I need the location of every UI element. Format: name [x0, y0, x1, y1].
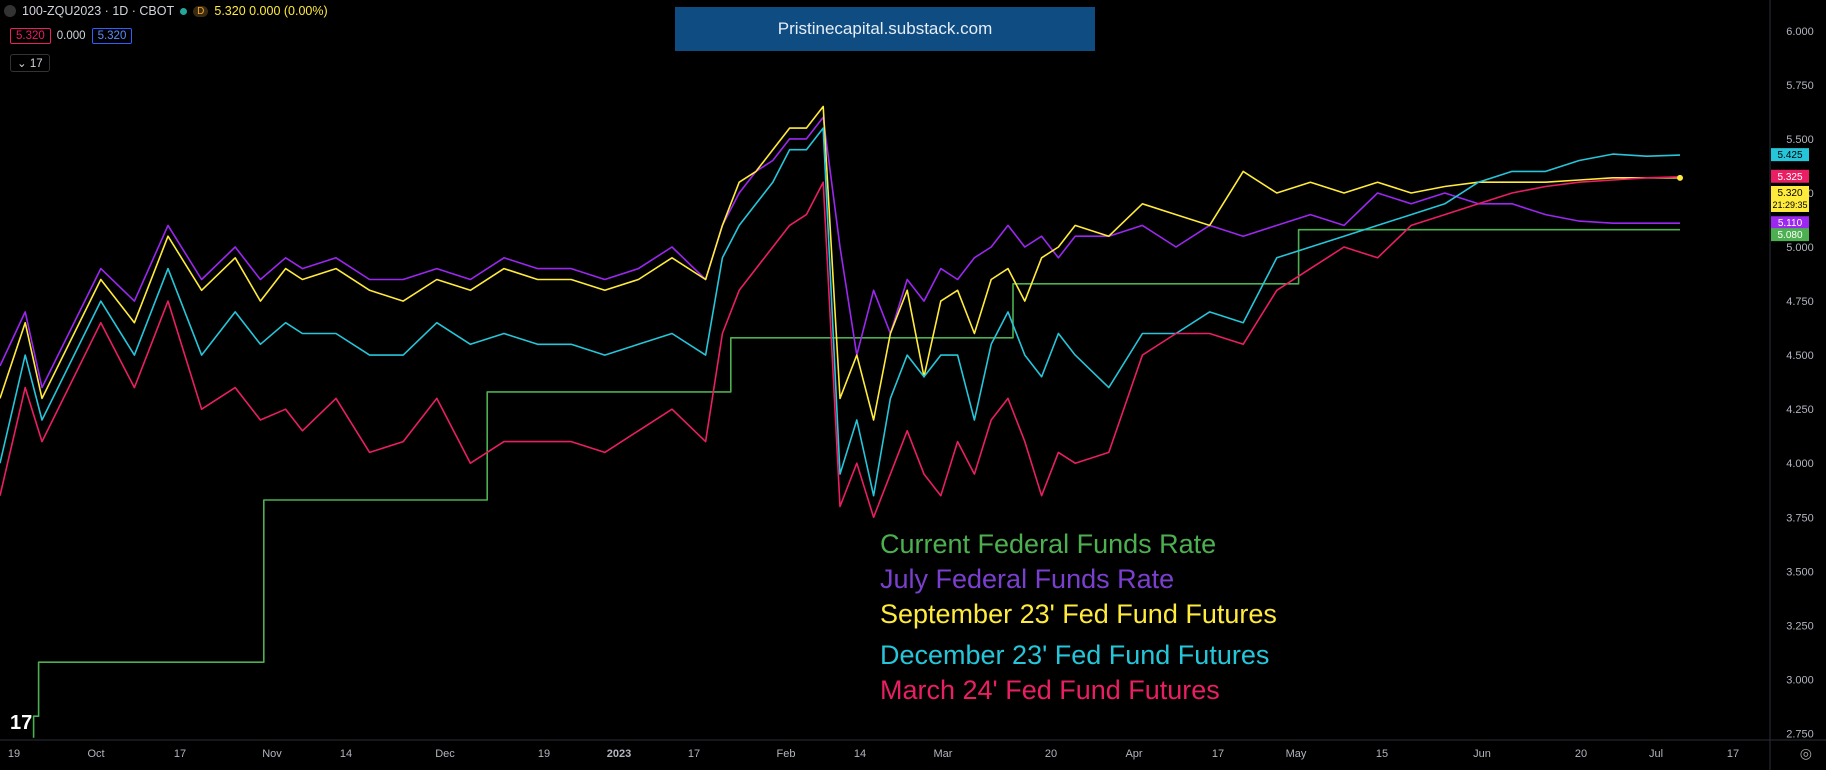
- x-tick-label: 20: [1575, 748, 1587, 760]
- symbol-logo-icon: [4, 5, 16, 17]
- settings-gear-icon[interactable]: ◎: [1799, 745, 1812, 761]
- x-tick-label: 14: [340, 748, 352, 760]
- y-tick-label: 4.000: [1786, 458, 1814, 470]
- x-tick-label: Nov: [262, 748, 282, 760]
- y-tick-label: 6.000: [1786, 26, 1814, 38]
- x-tick-label: Oct: [87, 748, 104, 760]
- x-tick-label: Mar: [934, 748, 953, 760]
- x-tick-label: Jun: [1473, 748, 1491, 760]
- x-tick-label: Feb: [777, 748, 796, 760]
- x-tick-label: 17: [1212, 748, 1224, 760]
- price-tag-label: 5.325: [1777, 172, 1802, 183]
- price-tag-label: 5.080: [1777, 230, 1802, 241]
- y-tick-label: 4.250: [1786, 404, 1814, 416]
- x-tick-label: Apr: [1125, 748, 1142, 760]
- price-tag: [1771, 169, 1809, 183]
- x-tick-label: 19: [538, 748, 550, 760]
- x-tick-label: 15: [1376, 748, 1388, 760]
- y-tick-label: 3.250: [1786, 620, 1814, 632]
- symbol-header: 100-ZQU2023 · 1D · CBOT D 5.320 0.000 (0…: [4, 4, 328, 18]
- y-tick-label: 3.750: [1786, 512, 1814, 524]
- delayed-badge: D: [193, 5, 209, 17]
- x-tick-label: May: [1286, 748, 1307, 760]
- spread-value: 0.000: [56, 30, 86, 42]
- x-tick-label: 14: [854, 748, 866, 760]
- last-price-dot: [1677, 174, 1683, 181]
- series-line-2: [0, 105, 1680, 421]
- watermark-banner: Pristinecapital.substack.com: [675, 7, 1095, 51]
- legend-item-current-ffr: Current Federal Funds Rate: [880, 529, 1217, 559]
- y-tick-label: 4.750: [1786, 296, 1814, 308]
- market-status-icon: [180, 7, 188, 15]
- y-tick-label: 5.500: [1786, 134, 1814, 146]
- legend-item-mar24: March 24' Fed Fund Futures: [880, 675, 1220, 705]
- series-line-4: [0, 176, 1681, 519]
- chevron-down-icon: ⌄: [17, 58, 27, 70]
- legend-item-sep23: September 23' Fed Fund Futures: [880, 599, 1277, 629]
- x-tick-label: 20: [1045, 748, 1057, 760]
- y-tick-label: 2.750: [1786, 729, 1814, 741]
- x-tick-label: 2023: [607, 748, 631, 760]
- y-tick-label: 4.500: [1786, 350, 1814, 362]
- sell-price-box[interactable]: 5.320: [10, 28, 51, 44]
- indicator-collapse-button[interactable]: ⌄ 17: [10, 54, 50, 72]
- series-line-1: [0, 116, 1680, 389]
- series-line-0: [32, 228, 1680, 738]
- legend: Current Federal Funds Rate July Federal …: [880, 527, 1277, 708]
- y-tick-label: 3.000: [1786, 674, 1814, 686]
- x-tick-label: Dec: [435, 748, 455, 760]
- buy-price-box[interactable]: 5.320: [91, 28, 133, 44]
- price-boxes: 5.320 0.000 5.320: [10, 28, 133, 44]
- price-tag-label: 5.320: [1777, 188, 1802, 199]
- ohlc-values: 5.320 0.000 (0.00%): [214, 4, 328, 18]
- x-tick-label: 17: [688, 748, 700, 760]
- x-tick-label: 17: [1727, 748, 1739, 760]
- tradingview-logo-icon[interactable]: 17: [10, 712, 33, 734]
- x-tick-label: Jul: [1649, 748, 1663, 760]
- price-tag-countdown: 21:29:35: [1772, 200, 1807, 210]
- legend-item-july-ffr: July Federal Funds Rate: [880, 564, 1175, 594]
- symbol-title[interactable]: 100-ZQU2023 · 1D · CBOT: [22, 4, 175, 18]
- price-tag: [1771, 148, 1809, 162]
- x-tick-label: 17: [174, 748, 186, 760]
- y-tick-label: 5.000: [1786, 242, 1814, 254]
- legend-item-dec23: December 23' Fed Fund Futures: [880, 640, 1270, 670]
- price-tag: [1771, 228, 1809, 242]
- price-tag: [1771, 216, 1809, 230]
- x-tick-label: 19: [8, 748, 20, 760]
- y-tick-label: 5.750: [1786, 80, 1814, 92]
- indicator-count: 17: [29, 58, 43, 70]
- series-line-3: [0, 127, 1681, 497]
- price-tag-label: 5.425: [1777, 150, 1802, 161]
- price-tag: [1771, 185, 1809, 212]
- price-tag-label: 5.110: [1778, 218, 1803, 229]
- y-tick-label: 3.500: [1786, 566, 1814, 578]
